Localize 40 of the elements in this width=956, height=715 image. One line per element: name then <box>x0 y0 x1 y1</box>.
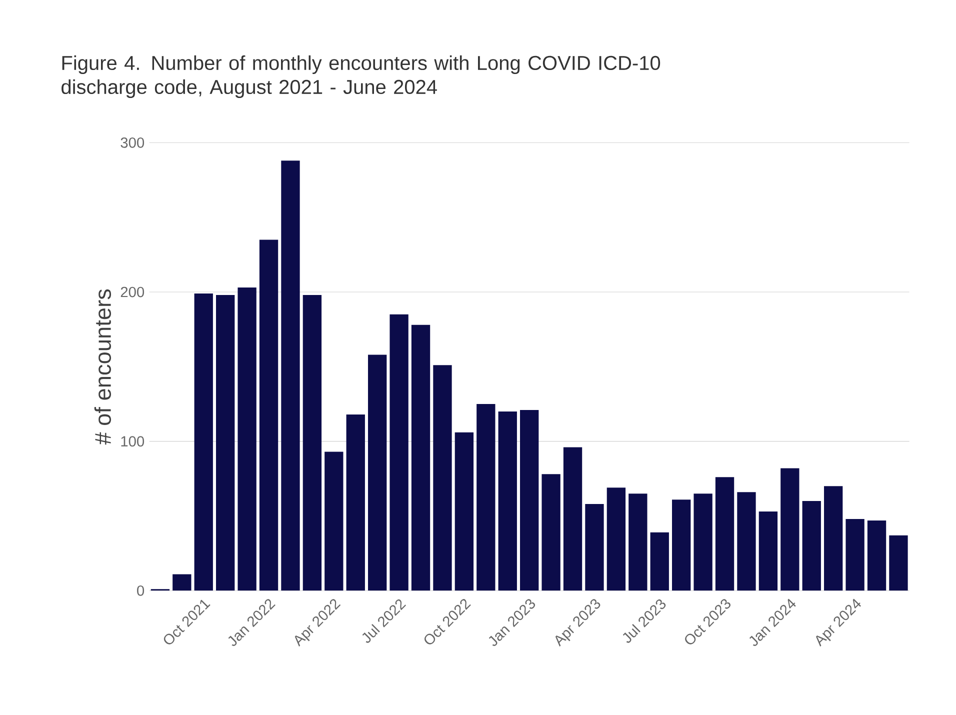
bar <box>758 512 778 591</box>
bar <box>867 520 886 591</box>
bar <box>737 492 756 591</box>
bar <box>824 486 843 591</box>
chart-title: Figure 4. Number of monthly encounters with Long COVID ICD-10 discharge code, August 2021 - June 2024 <box>62 56 660 98</box>
y-tick-label: 0 <box>137 586 144 596</box>
bar <box>346 414 365 591</box>
bar <box>715 477 734 591</box>
bar <box>520 410 539 591</box>
bar <box>498 412 517 591</box>
bar <box>454 432 474 591</box>
bar <box>672 500 691 591</box>
bar <box>433 365 452 591</box>
bar <box>368 354 387 591</box>
bar <box>628 494 648 591</box>
bar <box>216 295 235 591</box>
y-axis-title: # of encounters <box>94 290 112 445</box>
y-tick-label: 300 <box>120 138 144 148</box>
bar <box>846 519 864 591</box>
bar <box>476 404 496 591</box>
bar <box>302 295 322 591</box>
bar <box>194 294 213 591</box>
bar <box>542 474 560 591</box>
bar <box>650 532 669 591</box>
bar <box>390 314 408 591</box>
bar <box>802 501 821 591</box>
bar <box>411 325 430 591</box>
y-tick-label: 200 <box>120 286 144 298</box>
bar <box>606 488 626 591</box>
bar <box>324 452 344 591</box>
bar <box>694 494 712 591</box>
bar <box>281 160 300 591</box>
bar <box>563 447 582 591</box>
bar <box>889 536 908 591</box>
bar <box>780 468 800 591</box>
bar <box>172 574 192 591</box>
y-tick-label: 100 <box>121 436 144 447</box>
bar <box>585 504 604 591</box>
bar <box>238 288 256 591</box>
bar <box>259 240 278 591</box>
